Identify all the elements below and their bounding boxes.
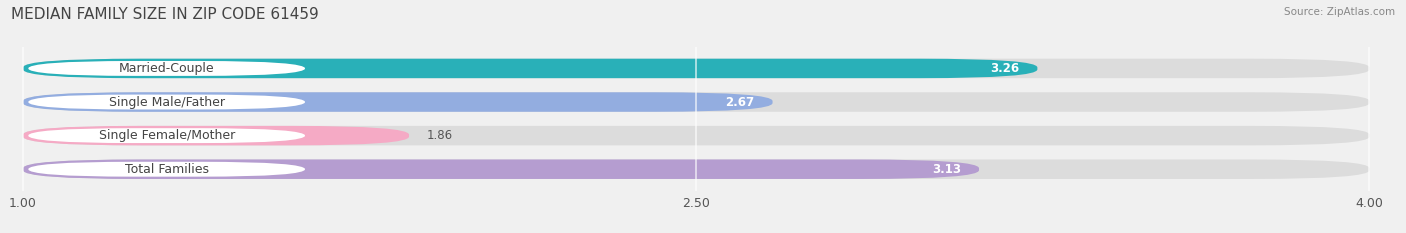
Text: 1.86: 1.86	[427, 129, 453, 142]
FancyBboxPatch shape	[22, 126, 1369, 145]
FancyBboxPatch shape	[22, 159, 1369, 179]
FancyBboxPatch shape	[22, 59, 1038, 78]
Text: 2.67: 2.67	[725, 96, 755, 109]
FancyBboxPatch shape	[28, 161, 305, 178]
FancyBboxPatch shape	[22, 92, 1369, 112]
FancyBboxPatch shape	[22, 159, 979, 179]
Text: Total Families: Total Families	[125, 163, 208, 176]
FancyBboxPatch shape	[22, 59, 1369, 78]
Text: Single Male/Father: Single Male/Father	[108, 96, 225, 109]
FancyBboxPatch shape	[22, 92, 772, 112]
Text: Single Female/Mother: Single Female/Mother	[98, 129, 235, 142]
FancyBboxPatch shape	[28, 127, 305, 144]
Text: Source: ZipAtlas.com: Source: ZipAtlas.com	[1284, 7, 1395, 17]
FancyBboxPatch shape	[28, 94, 305, 110]
Text: 3.26: 3.26	[990, 62, 1019, 75]
Text: MEDIAN FAMILY SIZE IN ZIP CODE 61459: MEDIAN FAMILY SIZE IN ZIP CODE 61459	[11, 7, 319, 22]
FancyBboxPatch shape	[28, 60, 305, 77]
FancyBboxPatch shape	[22, 126, 409, 145]
Text: Married-Couple: Married-Couple	[120, 62, 215, 75]
Text: 3.13: 3.13	[932, 163, 962, 176]
